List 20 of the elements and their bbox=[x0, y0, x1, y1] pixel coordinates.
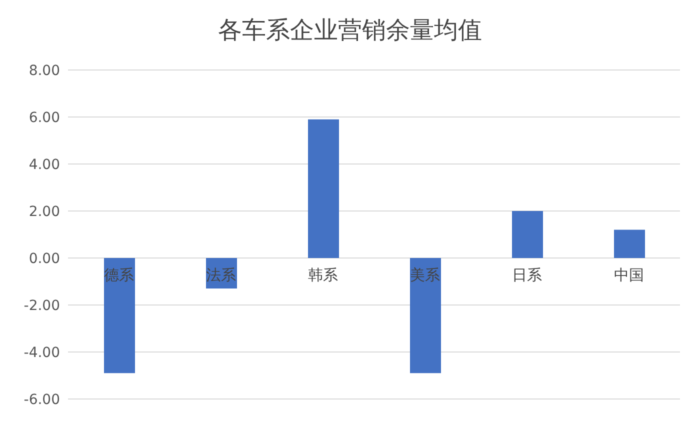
y-tick-label: 6.00 bbox=[28, 110, 60, 126]
x-tick-label: 美系 bbox=[410, 266, 440, 284]
bar bbox=[308, 119, 339, 258]
chart-title: 各车系企业营销余量均值 bbox=[217, 15, 483, 46]
x-tick-label: 德系 bbox=[104, 266, 134, 284]
bar bbox=[104, 258, 135, 374]
y-tick-label: 8.00 bbox=[28, 62, 60, 79]
y-tick-label: 2.00 bbox=[28, 204, 60, 220]
x-tick-label: 中国 bbox=[614, 266, 644, 284]
y-tick-label: -2.00 bbox=[24, 298, 60, 314]
bar bbox=[512, 211, 543, 258]
x-tick-label: 法系 bbox=[206, 266, 236, 284]
bar bbox=[410, 258, 441, 374]
x-tick-label: 日系 bbox=[512, 266, 542, 284]
y-tick-label: -6.00 bbox=[24, 392, 60, 408]
bar bbox=[614, 230, 645, 258]
y-tick-label: 4.00 bbox=[28, 156, 60, 173]
x-tick-label: 韩系 bbox=[308, 266, 338, 284]
y-tick-label: -4.00 bbox=[24, 344, 60, 361]
y-tick-label: 0.00 bbox=[28, 250, 60, 267]
